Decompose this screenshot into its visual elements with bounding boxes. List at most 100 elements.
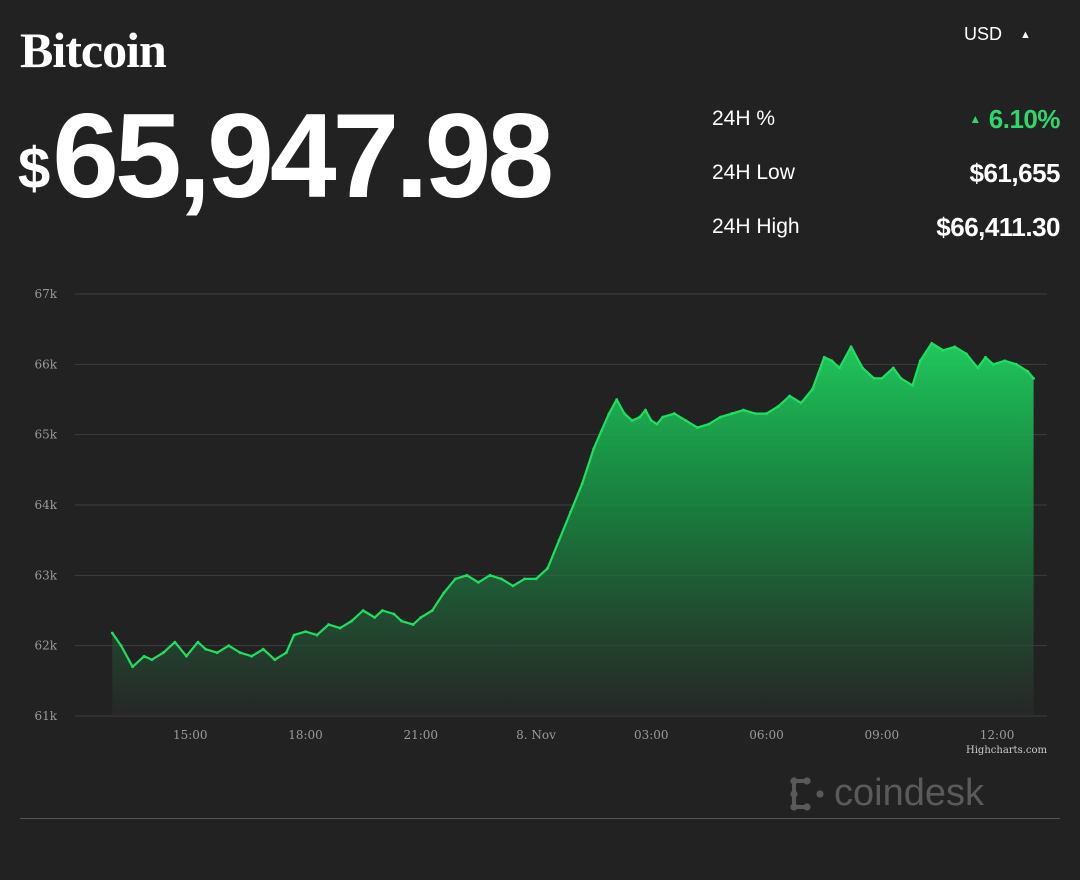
currency-label: USD [964, 24, 1003, 44]
coindesk-logo-icon [790, 776, 824, 811]
x-tick-label: 12:00 [980, 728, 1015, 742]
data-point [930, 341, 934, 345]
y-tick-label: 66k [34, 357, 57, 371]
x-tick-label: 03:00 [634, 728, 669, 742]
data-point [622, 412, 626, 415]
data-point [661, 415, 665, 419]
data-point [765, 412, 768, 415]
data-point [430, 609, 434, 612]
data-point [655, 422, 659, 426]
data-point [373, 616, 377, 619]
data-point [411, 623, 415, 626]
data-point [150, 658, 154, 662]
stat-row-24h-change: 24H % ▲ 6.10% [712, 92, 1061, 146]
data-point [695, 426, 699, 430]
data-point [546, 566, 549, 570]
data-point [719, 415, 722, 419]
data-point [672, 412, 676, 415]
data-point [284, 651, 288, 655]
y-tick-label: 65k [34, 428, 57, 442]
data-point [273, 658, 277, 662]
data-point [476, 580, 480, 584]
data-point [142, 654, 146, 658]
chart-credit[interactable]: Highcharts.com [966, 745, 1047, 756]
data-point [327, 623, 330, 626]
data-point [707, 422, 711, 426]
data-point [380, 609, 384, 612]
stat-value-change: ▲ 6.10% [969, 104, 1060, 135]
data-point [569, 510, 573, 514]
page-title: Bitcoin [20, 22, 167, 78]
data-point [261, 647, 265, 651]
data-point [638, 415, 642, 419]
data-point [592, 447, 596, 451]
data-point [615, 398, 619, 401]
stat-value-low: $61,655 [969, 157, 1061, 188]
data-point [649, 419, 653, 422]
data-point [984, 355, 987, 359]
x-tick-label: 8. Nov [516, 728, 556, 742]
data-point [557, 538, 561, 542]
data-point [534, 577, 538, 581]
data-point [880, 377, 884, 380]
data-point [599, 429, 603, 433]
data-point [131, 665, 135, 669]
data-point [753, 412, 757, 415]
data-point [684, 419, 688, 422]
data-point [350, 619, 354, 623]
data-point [110, 631, 114, 635]
data-point [161, 651, 165, 655]
stats-panel: 24H % ▲ 6.10% 24H Low $61,655 24H High $… [712, 92, 1061, 254]
data-point [500, 577, 503, 581]
data-point [1032, 377, 1035, 380]
data-point [730, 412, 734, 415]
data-point [822, 355, 826, 359]
y-tick-label: 67k [34, 287, 57, 301]
data-point [304, 630, 307, 633]
data-point [872, 377, 876, 380]
data-point [196, 640, 200, 644]
stat-label: 24H High [712, 215, 800, 238]
data-point [419, 616, 423, 619]
data-point [788, 394, 791, 398]
data-point [511, 584, 515, 588]
currency-selector[interactable]: USD ▲ [964, 24, 1031, 45]
data-point [838, 366, 841, 370]
data-point [644, 408, 647, 412]
data-point [1026, 369, 1030, 373]
price-chart[interactable]: 61k 62k 63k 64k 65k 66k 67k 15:00 18:00 21:00 8. … [0, 270, 1080, 770]
data-point [361, 609, 365, 612]
x-tick-label: 15:00 [173, 728, 208, 742]
data-point [453, 577, 457, 581]
data-point [338, 626, 342, 630]
data-point [953, 345, 957, 349]
data-point [849, 345, 853, 349]
y-axis-labels: 61k 62k 63k 64k 65k 66k 67k [34, 287, 57, 723]
data-point [119, 644, 123, 648]
y-tick-label: 64k [34, 498, 57, 512]
data-point [964, 352, 968, 356]
data-point [607, 412, 611, 415]
stat-row-24h-low: 24H Low $61,655 [712, 146, 1061, 200]
data-point [630, 419, 634, 422]
data-point [918, 359, 922, 363]
data-point [315, 633, 319, 637]
y-tick-label: 62k [34, 639, 57, 653]
data-point [580, 482, 584, 486]
caret-up-icon: ▲ [1020, 28, 1031, 41]
data-point [465, 573, 469, 577]
data-point [250, 654, 254, 658]
x-axis-labels: 15:00 18:00 21:00 8. Nov 03:00 06:00 09:00 12:0… [173, 728, 1014, 742]
x-tick-label: 21:00 [403, 728, 438, 742]
data-point [776, 405, 780, 408]
data-point [976, 366, 980, 370]
bottom-divider [20, 818, 1060, 819]
brand-name: coindesk [834, 772, 984, 814]
data-point [488, 573, 492, 577]
data-point [941, 348, 945, 352]
data-point [899, 377, 903, 380]
data-point [1014, 362, 1018, 366]
data-point [185, 654, 188, 658]
stat-label: 24H % [712, 107, 776, 130]
data-point [215, 651, 219, 655]
